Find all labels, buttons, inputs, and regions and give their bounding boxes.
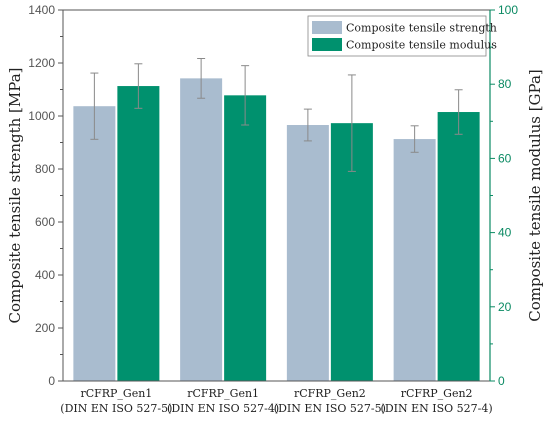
y-tick-label: 600 xyxy=(35,215,55,229)
y-axis-title-right: Composite tensile modulus [GPa] xyxy=(526,69,544,322)
bar-strength-1 xyxy=(180,78,223,382)
y-right-tick-label: 80 xyxy=(498,77,512,91)
x-tick-label-line1: rCFRP_Gen2 xyxy=(294,387,366,400)
y-right-tick-label: 100 xyxy=(498,3,518,17)
legend-swatch-modulus xyxy=(312,38,342,51)
y-tick-label: 800 xyxy=(35,162,55,176)
bar-strength-2 xyxy=(286,125,329,381)
x-tick-label-line1: rCFRP_Gen1 xyxy=(187,387,259,400)
bar-modulus-1 xyxy=(224,95,267,381)
x-tick-label-line2: (DIN EN ISO 527-4) xyxy=(167,402,279,415)
bar-modulus-3 xyxy=(437,112,480,382)
x-tick-label-line1: rCFRP_Gen1 xyxy=(80,387,152,400)
bar-modulus-0 xyxy=(117,86,160,382)
legend-label-strength: Composite tensile strength xyxy=(346,22,497,35)
legend-label-modulus: Composite tensile modulus xyxy=(346,39,497,52)
x-tick-label-line2: (DIN EN ISO 527-5) xyxy=(274,402,386,415)
y-axis-title: Composite tensile strength [MPa] xyxy=(6,68,24,324)
y-right-tick-label: 60 xyxy=(498,151,512,165)
x-tick-label-line2: (DIN EN ISO 527-4) xyxy=(381,402,493,415)
y-right-tick-label: 0 xyxy=(498,374,505,388)
y-right-tick-label: 20 xyxy=(498,300,512,314)
bar-strength-0 xyxy=(73,106,116,381)
y-tick-label: 1000 xyxy=(28,109,55,123)
x-tick-label-line2: (DIN EN ISO 527-5) xyxy=(60,402,172,415)
y-tick-label: 0 xyxy=(48,374,55,388)
y-tick-label: 200 xyxy=(35,321,55,335)
y-tick-label: 1400 xyxy=(28,3,55,17)
x-tick-label-line1: rCFRP_Gen2 xyxy=(401,387,473,400)
bar-strength-3 xyxy=(393,139,436,381)
y-tick-label: 1200 xyxy=(28,56,55,70)
legend-swatch-strength xyxy=(312,21,342,34)
y-right-tick-label: 40 xyxy=(498,226,512,240)
y-tick-label: 400 xyxy=(35,268,55,282)
